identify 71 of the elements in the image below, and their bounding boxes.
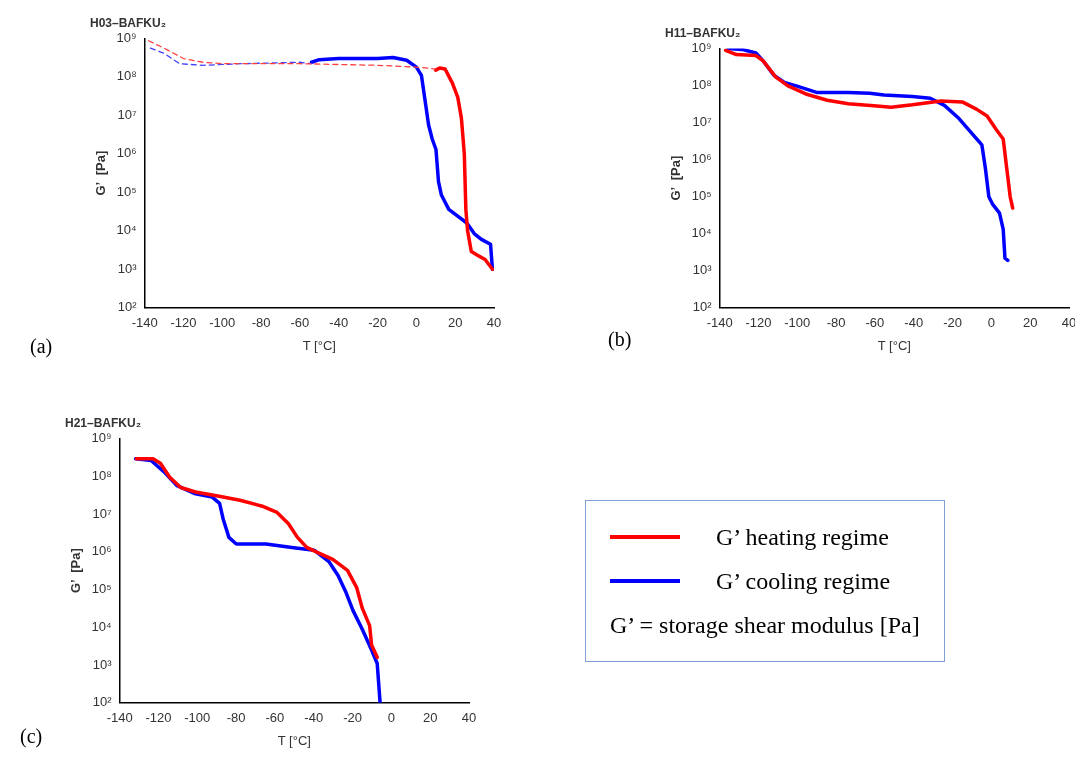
y-tick-label: 10⁵ (691, 188, 712, 204)
y-tick-label: 10⁸ (691, 77, 712, 93)
y-tick-label: 10³ (117, 260, 138, 276)
y-tick-label: 10² (117, 299, 138, 315)
x-tick-label: -140 (106, 710, 133, 726)
y-tick-label: 10³ (692, 262, 713, 278)
legend-label: G’ heating regime (716, 523, 889, 551)
text: (c) (20, 725, 43, 748)
chart-title: H11–BAFKU₂ (665, 25, 741, 40)
x-tick-label: -20 (343, 710, 362, 726)
line-series (147, 40, 437, 70)
x-tick-label: -40 (904, 315, 924, 331)
x-tick-label: -80 (226, 710, 246, 726)
x-tick-label: -100 (184, 710, 211, 726)
y-tick-label: 10⁷ (117, 106, 137, 122)
text: (b) (608, 328, 632, 351)
x-axis-title: T [°C] (877, 337, 911, 353)
y-tick-label: 10⁵ (91, 581, 112, 597)
y-tick-label: 10⁸ (91, 467, 112, 483)
x-tick-label: 0 (987, 315, 995, 331)
y-axis-title: G’ [Pa] (668, 155, 684, 201)
y-tick-label: 10⁹ (691, 39, 712, 55)
x-tick-label: -20 (943, 315, 962, 331)
x-tick-label: -120 (745, 315, 772, 331)
y-tick-label: 10⁴ (91, 618, 112, 634)
x-tick-label: -20 (368, 315, 387, 331)
y-tick-label: 10⁷ (692, 114, 712, 130)
x-tick-label: -80 (251, 315, 271, 331)
chart-title: H21–BAFKU₂ (65, 415, 142, 430)
x-tick-label: -140 (131, 315, 158, 331)
x-tick-label: -40 (304, 710, 324, 726)
legend-label: G’ cooling regime (716, 567, 891, 595)
y-tick-label: 10² (692, 299, 713, 315)
x-tick-label: -140 (706, 315, 733, 331)
x-tick-label: 40 (461, 710, 477, 726)
x-tick-label: 20 (1022, 315, 1038, 331)
x-tick-label: 40 (486, 315, 502, 331)
y-tick-label: 10⁴ (116, 222, 137, 238)
text: (a) (30, 335, 53, 358)
x-tick-label: 0 (387, 710, 395, 726)
y-tick-label: 10⁹ (91, 429, 112, 445)
x-axis-title: T [°C] (277, 732, 311, 748)
x-tick-label: 20 (422, 710, 438, 726)
x-tick-label: -120 (170, 315, 197, 331)
x-tick-label: -100 (784, 315, 811, 331)
x-tick-label: -60 (290, 315, 310, 331)
y-tick-label: 10³ (92, 656, 113, 672)
y-tick-label: 10⁴ (691, 225, 712, 241)
y-tick-label: 10⁶ (116, 145, 137, 161)
chart-title: H03–BAFKU₂ (90, 15, 167, 30)
y-tick-label: 10⁶ (91, 543, 112, 559)
y-axis-title: G’ [Pa] (93, 150, 109, 196)
y-tick-label: 10⁵ (116, 183, 137, 199)
y-tick-label: 10² (92, 694, 113, 710)
y-axis-title: G’ [Pa] (68, 548, 84, 593)
x-tick-label: 40 (1061, 315, 1075, 331)
line-series (149, 47, 313, 66)
y-tick-label: 10⁷ (92, 505, 112, 521)
text: G’ = storage shear modulus [Pa] (610, 610, 920, 640)
x-tick-label: -60 (865, 315, 885, 331)
x-tick-label: -100 (209, 315, 236, 331)
x-tick-label: -60 (265, 710, 285, 726)
x-tick-label: -120 (145, 710, 172, 726)
x-tick-label: 0 (412, 315, 420, 331)
x-axis-title: T [°C] (302, 337, 336, 353)
y-tick-label: 10⁸ (116, 68, 137, 84)
y-tick-label: 10⁶ (691, 151, 712, 167)
x-tick-label: -80 (826, 315, 846, 331)
x-tick-label: -40 (329, 315, 349, 331)
y-tick-label: 10⁹ (116, 29, 137, 45)
x-tick-label: 20 (447, 315, 463, 331)
